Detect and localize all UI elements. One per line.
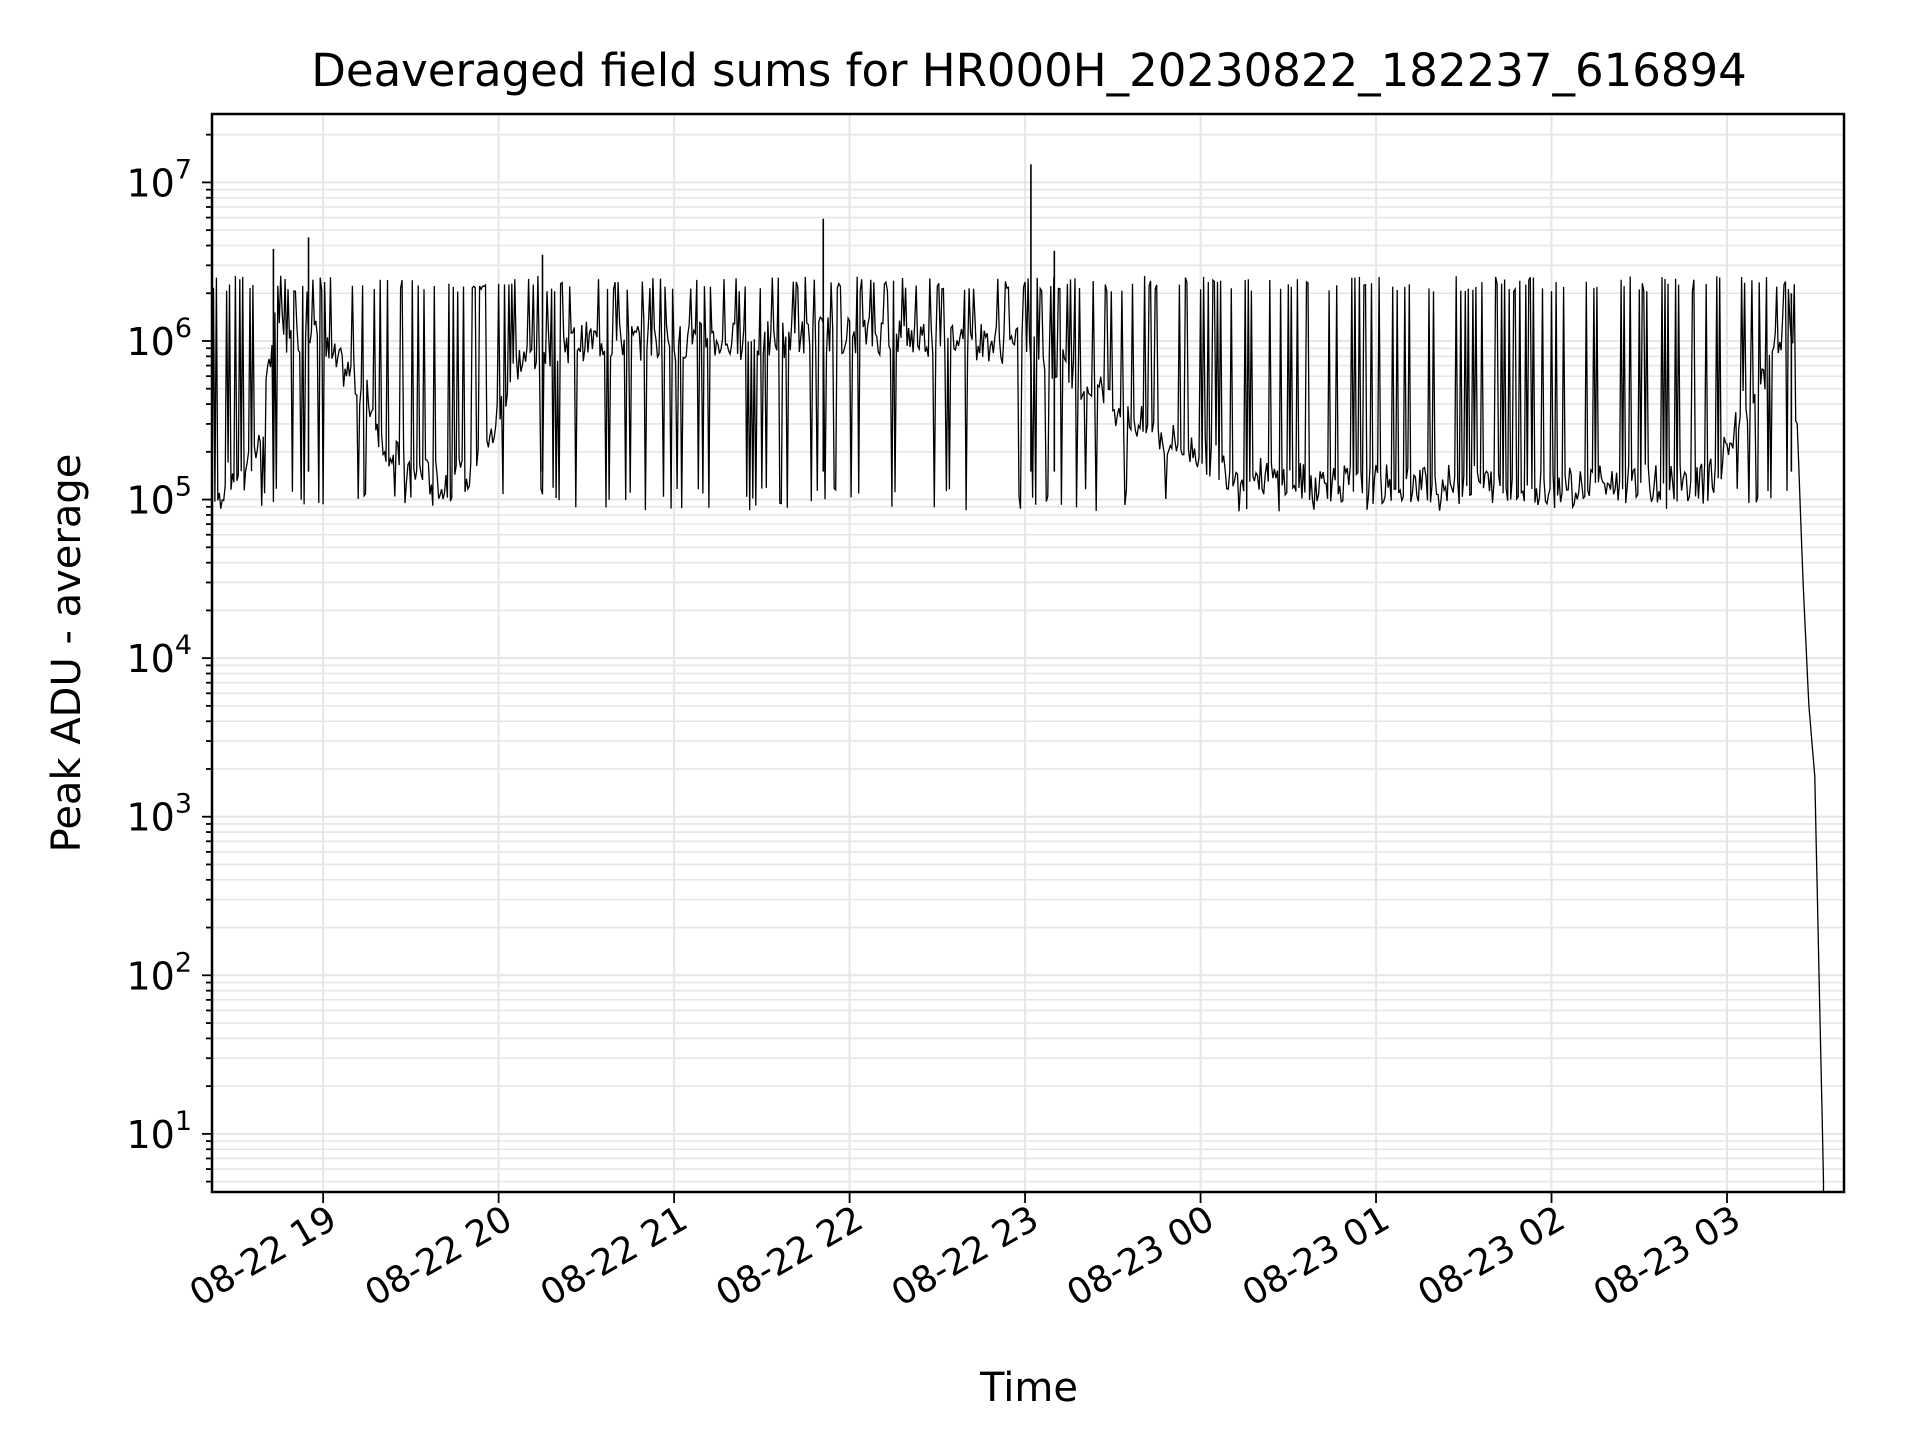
x-tick-label: 08-23 03	[1587, 1198, 1748, 1314]
y-tick-base: 10	[126, 637, 174, 681]
series-line	[212, 275, 1825, 1192]
y-tick-exponent: 5	[175, 472, 192, 503]
x-tick-label: 08-22 22	[709, 1198, 870, 1314]
y-tick-base: 10	[126, 796, 174, 840]
y-tick-base: 10	[126, 320, 174, 364]
x-tick-label: 08-22 20	[358, 1198, 519, 1314]
x-tick-label: 08-23 02	[1411, 1198, 1572, 1314]
plot-frame	[210, 112, 1846, 1194]
plot-area	[212, 164, 1825, 1192]
chart-title: Deaveraged field sums for HR000H_2023082…	[311, 44, 1747, 97]
y-tick-label: 105	[126, 472, 192, 523]
y-tick-exponent: 6	[175, 313, 192, 344]
x-axis-label: Time	[979, 1365, 1078, 1411]
x-tick-label: 08-22 23	[885, 1198, 1046, 1314]
y-tick-exponent: 4	[175, 630, 192, 661]
y-tick-exponent: 3	[175, 789, 192, 820]
y-tick-label: 104	[126, 630, 192, 681]
x-tick-label: 08-22 21	[534, 1198, 695, 1314]
y-tick-label: 101	[126, 1106, 192, 1157]
y-tick-exponent: 1	[175, 1106, 192, 1137]
grid-layer	[212, 114, 1844, 1192]
y-tick-label: 106	[126, 313, 192, 364]
y-tick-base: 10	[126, 479, 174, 523]
y-tick-exponent: 7	[175, 154, 192, 185]
y-tick-base: 10	[126, 161, 174, 205]
y-tick-label: 103	[126, 789, 192, 840]
y-tick-base: 10	[126, 954, 174, 998]
y-tick-label: 107	[126, 154, 192, 205]
y-axis-label: Peak ADU - average	[44, 454, 90, 853]
y-tick-base: 10	[126, 1113, 174, 1157]
x-axis: 08-22 19 08-22 20 08-22 21 08-22 22 08-22 23…	[183, 1192, 1748, 1315]
x-tick-label: 08-23 00	[1060, 1198, 1221, 1314]
y-tick-label: 102	[126, 947, 192, 998]
x-tick-label: 08-23 01	[1236, 1198, 1397, 1314]
x-tick-label: 08-22 19	[183, 1198, 344, 1314]
y-tick-exponent: 2	[175, 947, 192, 978]
